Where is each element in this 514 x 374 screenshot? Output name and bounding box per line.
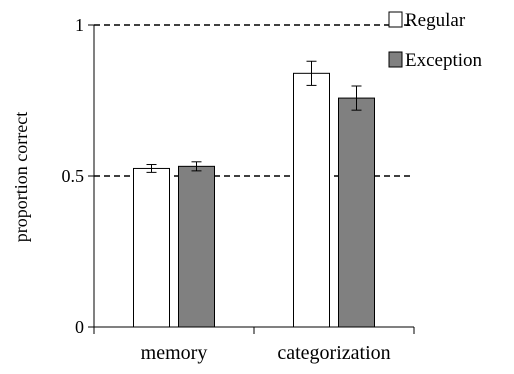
- legend: Regular Exception: [388, 10, 483, 71]
- y-axis-label: proportion correct: [11, 112, 31, 242]
- y-ticks: 00.51: [62, 15, 94, 337]
- y-tick-label: 1: [75, 15, 84, 35]
- y-tick-label: 0.5: [62, 166, 85, 186]
- legend-label-regular: Regular: [405, 10, 466, 31]
- bar-exception-memory: [178, 165, 215, 328]
- x-tick-label: categorization: [277, 342, 390, 364]
- x-tick-label: memory: [141, 342, 208, 364]
- bar-exception-categorization: [338, 97, 375, 328]
- bar-regular-categorization: [293, 72, 330, 328]
- legend-swatch-exception: [388, 51, 403, 68]
- bars: [133, 72, 375, 328]
- x-ticks: memory categorization: [93, 327, 415, 364]
- error-bars: [146, 60, 362, 173]
- y-tick-label: 0: [75, 317, 84, 337]
- legend-label-exception: Exception: [405, 50, 483, 71]
- bar-regular-memory: [133, 167, 170, 328]
- legend-swatch-regular: [388, 11, 403, 28]
